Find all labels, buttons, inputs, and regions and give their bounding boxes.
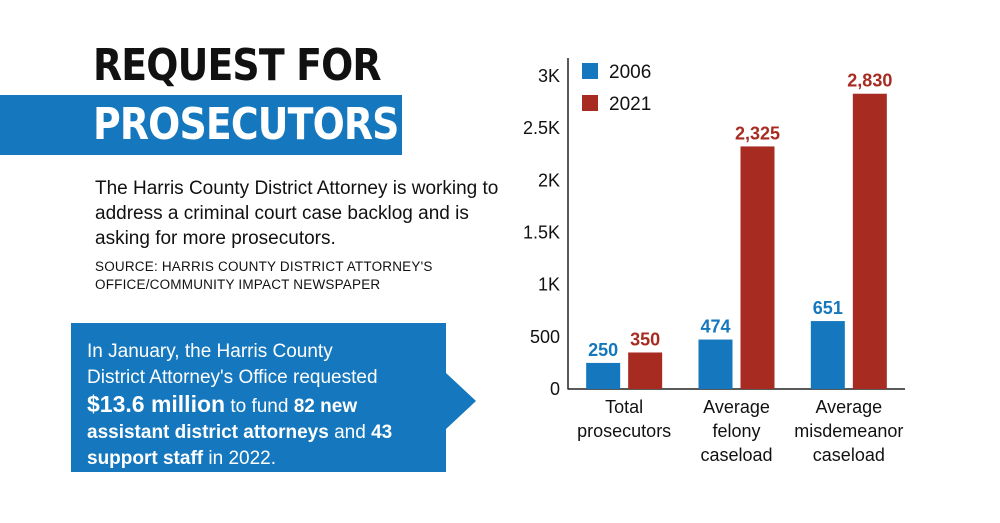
source-line-1: SOURCE: HARRIS COUNTY DISTRICT ATTORNEY'…	[95, 259, 433, 274]
y-tick-label: 2.5K	[523, 118, 560, 138]
data-label-2021: 350	[630, 329, 660, 349]
data-label-2006: 474	[700, 317, 730, 337]
callout-line-2: District Attorney's Office requested	[87, 367, 378, 388]
y-tick-label: 1.5K	[523, 223, 560, 243]
category-label: felony	[712, 421, 760, 441]
category-label: caseload	[813, 445, 885, 465]
bar-2006	[698, 339, 733, 389]
headline-line-1: REQUEST FOR	[93, 40, 382, 91]
data-label-2006: 651	[813, 298, 843, 318]
bar-2006	[586, 362, 621, 389]
y-tick-label: 2K	[538, 170, 560, 190]
category-label: misdemeanor	[794, 421, 903, 441]
bar-2021	[740, 146, 775, 389]
category-label: caseload	[700, 445, 772, 465]
category-label: prosecutors	[577, 421, 671, 441]
callout-line-5-rest: in 2022.	[203, 448, 277, 469]
bar-2021	[852, 93, 887, 389]
callout-after-amount: to fund	[225, 396, 294, 417]
callout-box	[71, 323, 446, 472]
data-label-2021: 2,830	[847, 71, 892, 91]
category-label: Total	[605, 397, 643, 417]
data-label-2021: 2,325	[735, 123, 780, 143]
callout-support-staff: support staff	[87, 448, 204, 469]
source-note: SOURCE: HARRIS COUNTY DISTRICT ATTORNEY'…	[95, 258, 515, 294]
y-tick-label: 500	[530, 327, 560, 347]
legend-label-2006: 2006	[609, 62, 651, 83]
y-tick-label: 0	[550, 379, 560, 399]
description-text: The Harris County District Attorney is w…	[95, 178, 499, 249]
callout-attorneys: assistant district attorneys	[87, 422, 329, 443]
bar-2006	[810, 321, 845, 389]
category-label: Average	[703, 397, 770, 417]
legend-swatch-2021	[582, 95, 598, 111]
callout-joiner: and	[328, 422, 372, 443]
category-label: Average	[815, 397, 882, 417]
y-tick-label: 1K	[538, 275, 560, 295]
callout-count-1: 82 new	[293, 396, 358, 417]
legend-label-2021: 2021	[609, 94, 651, 115]
callout-line-3: $13.6 million to fund 82 new	[87, 391, 437, 420]
source-line-2: OFFICE/COMMUNITY IMPACT NEWSPAPER	[95, 277, 381, 292]
legend-swatch-2006	[582, 63, 598, 79]
callout-line-5: support staff in 2022.	[87, 446, 437, 472]
headline-line-2: PROSECUTORS	[93, 99, 399, 150]
callout-arrow	[446, 373, 476, 429]
callout-amount: $13.6 million	[87, 391, 226, 417]
y-tick-label: 3K	[538, 66, 560, 86]
callout-line-4: assistant district attorneys and 43	[87, 420, 437, 446]
callout-count-2: 43	[371, 422, 393, 443]
bar-2021	[628, 352, 663, 389]
callout-line-1: In January, the Harris County	[87, 341, 333, 362]
callout-text: In January, the Harris County District A…	[87, 339, 437, 472]
data-label-2006: 250	[588, 340, 618, 360]
headline-band	[0, 95, 402, 155]
